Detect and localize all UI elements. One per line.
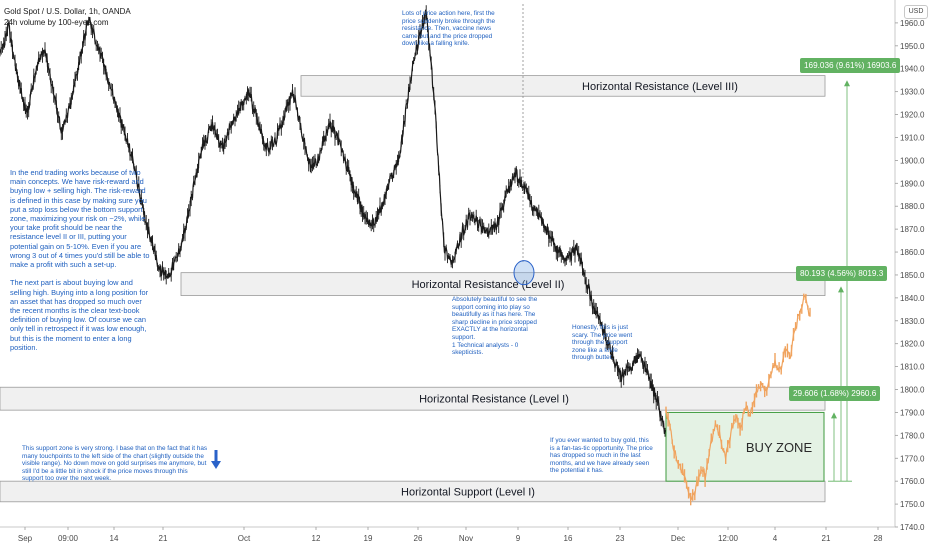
x-tick-label: 23 bbox=[616, 534, 625, 543]
y-tick-label: 1830.0 bbox=[900, 317, 925, 326]
x-tick-label: 21 bbox=[159, 534, 168, 543]
indicator-label: 24h volume by 100-eyes.com bbox=[4, 18, 109, 27]
measure-badge-level-2: 80.193 (4.56%) 8019.3 bbox=[796, 266, 888, 281]
zone-label-1: Horizontal Resistance (Level II) bbox=[412, 279, 565, 291]
measure-badge-level-3: 169.036 (9.61%) 16903.6 bbox=[800, 58, 901, 73]
x-tick-label: 19 bbox=[364, 534, 373, 543]
annotation-mid-support: Absolutely beautiful to see the support … bbox=[452, 296, 538, 357]
zone-label-0: Horizontal Resistance (Level III) bbox=[582, 81, 738, 93]
y-tick-label: 1850.0 bbox=[900, 271, 925, 280]
x-tick-label: 14 bbox=[110, 534, 119, 543]
x-tick-label: 09:00 bbox=[58, 534, 79, 543]
y-tick-label: 1860.0 bbox=[900, 248, 925, 257]
y-tick-label: 1810.0 bbox=[900, 363, 925, 372]
y-tick-label: 1910.0 bbox=[900, 133, 925, 142]
y-tick-label: 1740.0 bbox=[900, 523, 925, 532]
buy-zone-box bbox=[665, 411, 825, 482]
x-tick-label: 28 bbox=[874, 534, 883, 543]
x-tick-label: Sep bbox=[18, 534, 33, 543]
chart-header: Gold Spot / U.S. Dollar, 1h, OANDA 24h v… bbox=[4, 6, 131, 28]
y-tick-label: 1780.0 bbox=[900, 431, 925, 440]
y-tick-label: 1770.0 bbox=[900, 454, 925, 463]
chart-title: Gold Spot / U.S. Dollar, 1h, OANDA bbox=[4, 7, 131, 16]
y-tick-label: 1790.0 bbox=[900, 408, 925, 417]
y-tick-label: 1880.0 bbox=[900, 202, 925, 211]
y-tick-label: 1920.0 bbox=[900, 111, 925, 120]
x-tick-label: 21 bbox=[822, 534, 831, 543]
y-tick-label: 1930.0 bbox=[900, 88, 925, 97]
zone-label-2: Horizontal Resistance (Level I) bbox=[419, 394, 569, 406]
y-tick-label: 1900.0 bbox=[900, 156, 925, 165]
annotation-buy-gold: If you ever wanted to buy gold, this is … bbox=[550, 437, 653, 475]
x-tick-label: 16 bbox=[564, 534, 573, 543]
x-tick-label: 4 bbox=[773, 534, 778, 543]
x-tick-label: Oct bbox=[238, 534, 251, 543]
zone-label-3: Horizontal Support (Level I) bbox=[401, 486, 535, 498]
buy-zone-label: BUY ZONE bbox=[746, 440, 813, 455]
zone-band-1 bbox=[180, 272, 826, 296]
measure-arrow-head-1 bbox=[838, 286, 844, 293]
y-tick-label: 1760.0 bbox=[900, 477, 925, 486]
x-tick-label: Dec bbox=[671, 534, 685, 543]
x-tick-label: 9 bbox=[516, 534, 521, 543]
y-tick-label: 1820.0 bbox=[900, 340, 925, 349]
y-tick-label: 1840.0 bbox=[900, 294, 925, 303]
annotation-scary: Honestly, this is just scary. The price … bbox=[572, 324, 633, 362]
annotation-left-main: In the end trading works because of two … bbox=[10, 168, 150, 352]
support-touch-circle bbox=[513, 260, 535, 286]
annotation-support-zone: This support zone is very strong. I base… bbox=[22, 445, 208, 483]
currency-badge[interactable]: USD bbox=[904, 5, 928, 19]
annotation-top-mid: Lots of price action here, first the pri… bbox=[402, 10, 496, 48]
y-tick-label: 1950.0 bbox=[900, 42, 925, 51]
measure-arrow-head-2 bbox=[831, 412, 837, 419]
zone-band-2 bbox=[0, 386, 826, 411]
zone-band-3 bbox=[0, 480, 826, 503]
measure-badge-level-1: 29.606 (1.68%) 2960.6 bbox=[789, 386, 881, 401]
x-tick-label: Nov bbox=[459, 534, 473, 543]
y-tick-label: 1890.0 bbox=[900, 179, 925, 188]
y-tick-label: 1940.0 bbox=[900, 65, 925, 74]
x-tick-label: 12:00 bbox=[718, 534, 739, 543]
measure-arrow-head-0 bbox=[844, 80, 850, 87]
y-tick-label: 1750.0 bbox=[900, 500, 925, 509]
y-tick-label: 1870.0 bbox=[900, 225, 925, 234]
down-arrow-icon bbox=[211, 450, 221, 469]
zone-band-0 bbox=[300, 75, 826, 97]
x-tick-label: 26 bbox=[414, 534, 423, 543]
y-tick-label: 1800.0 bbox=[900, 386, 925, 395]
y-tick-label: 1960.0 bbox=[900, 19, 925, 28]
x-tick-label: 12 bbox=[312, 534, 321, 543]
